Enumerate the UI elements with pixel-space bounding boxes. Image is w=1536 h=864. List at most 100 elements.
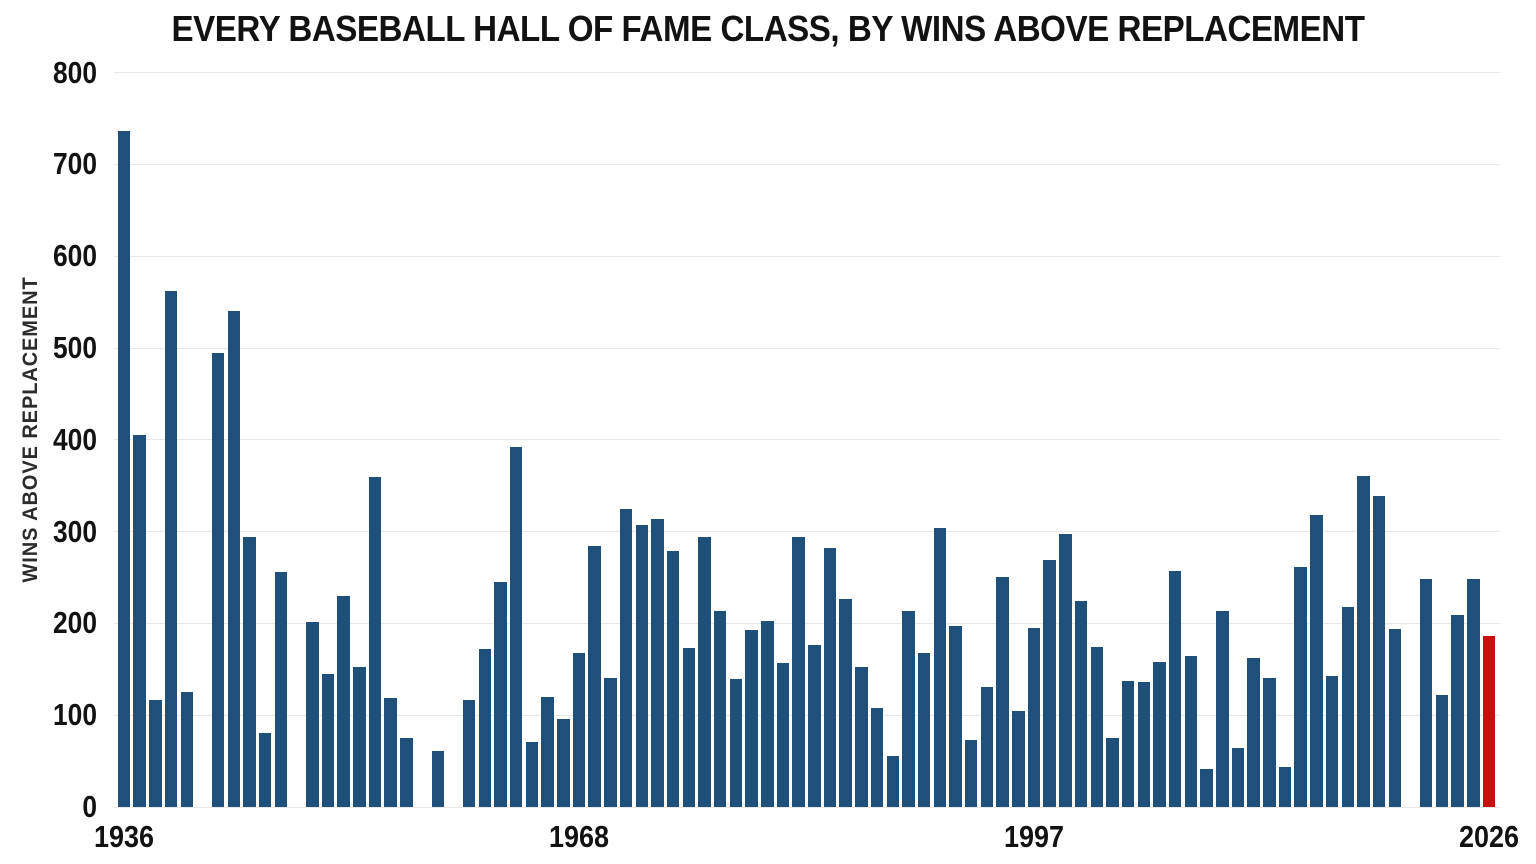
bar-1956: [384, 697, 397, 807]
bar-1983: [808, 644, 821, 807]
y-tick-label-200: 200: [53, 605, 97, 641]
bar-1985: [839, 598, 852, 807]
bar-2015: [1310, 515, 1323, 807]
bar-2023: [1435, 695, 1449, 807]
bar-1966: [541, 696, 554, 807]
y-tick-label-800: 800: [53, 54, 97, 90]
gridline-0: [114, 806, 1500, 808]
y-tick-label-0: 0: [82, 789, 97, 824]
bar-2004: [1137, 682, 1151, 807]
bar-2014: [1294, 567, 1307, 807]
bar-1989: [902, 610, 915, 807]
bar-1937: [133, 435, 146, 807]
gridline-300: [114, 531, 1500, 533]
bar-1996: [1012, 710, 1025, 807]
bar-1979: [745, 629, 758, 807]
bar-2019: [1372, 495, 1386, 807]
bar-2022: [1419, 579, 1433, 807]
bar-1987: [870, 707, 884, 807]
bar-2000: [1074, 601, 1088, 807]
bar-2010: [1231, 748, 1245, 807]
x-tick-label-2026: 2026: [1458, 819, 1520, 854]
bar-1976: [698, 537, 711, 807]
bar-2018: [1357, 475, 1370, 807]
x-tick-label-1968: 1968: [548, 819, 610, 854]
bar-2003: [1121, 681, 1135, 807]
bar-1990: [917, 652, 931, 807]
bar-1948: [258, 732, 272, 807]
bar-1939: [164, 291, 178, 807]
bar-1973: [651, 518, 664, 807]
bar-1953: [337, 595, 350, 807]
bar-2020: [1388, 628, 1402, 807]
bar-1963: [494, 582, 507, 807]
bar-1959: [431, 751, 445, 807]
bar-1981: [776, 662, 790, 807]
bar-1961: [462, 699, 476, 807]
y-tick-label-500: 500: [53, 330, 97, 365]
bar-1946: [227, 311, 241, 807]
gridline-800: [114, 72, 1500, 74]
bar-1957: [400, 738, 413, 807]
chart-title: EVERY BASEBALL HALL OF FAME CLASS, BY WI…: [171, 8, 1365, 49]
bar-1965: [525, 741, 539, 807]
gridline-500: [114, 347, 1500, 349]
y-tick-label-100: 100: [53, 697, 97, 733]
bar-1968: [572, 652, 586, 807]
bar-1999: [1059, 534, 1072, 807]
bar-1964: [509, 447, 523, 807]
gridline-100: [114, 714, 1500, 716]
bar-1975: [682, 648, 696, 807]
bar-1993: [964, 739, 978, 807]
bar-2008: [1200, 769, 1213, 807]
bar-2007: [1184, 656, 1198, 807]
bar-1938: [149, 699, 162, 807]
bar-1955: [368, 477, 382, 807]
bar-1984: [823, 548, 837, 807]
y-tick-label-600: 600: [53, 238, 97, 274]
bar-1997: [1027, 627, 1041, 807]
bar-1936: [117, 131, 131, 807]
bar-1991: [933, 527, 947, 807]
bar-1949: [274, 571, 288, 807]
bar-1992: [949, 626, 962, 807]
bar-2017: [1341, 606, 1355, 807]
bar-1971: [619, 508, 633, 807]
bar-2016: [1325, 675, 1339, 807]
bar-2009: [1216, 610, 1229, 807]
bar-1977: [713, 611, 727, 807]
bar-1967: [557, 718, 570, 807]
x-tick-label-1936: 1936: [93, 819, 155, 854]
bar-1972: [635, 525, 648, 807]
gridline-400: [114, 439, 1500, 441]
bar-1945: [211, 352, 225, 807]
bar-1962: [478, 649, 492, 807]
bar-1947: [243, 537, 256, 807]
y-tick-label-700: 700: [53, 146, 97, 182]
bar-1942: [180, 692, 193, 807]
bar-2012: [1263, 678, 1276, 807]
bar-1988: [886, 755, 900, 807]
bar-1980: [761, 620, 774, 807]
bar-1952: [321, 673, 335, 807]
bar-2002: [1106, 738, 1119, 807]
x-tick-label-1997: 1997: [1003, 819, 1065, 854]
bar-2005: [1153, 661, 1166, 807]
gridline-200: [114, 622, 1500, 624]
bar-1970: [604, 678, 617, 807]
gridline-600: [114, 255, 1500, 257]
bar-1969: [588, 546, 601, 807]
bar-1974: [666, 550, 680, 807]
bar-2024: [1451, 615, 1464, 807]
bar-1998: [1043, 560, 1056, 807]
bar-2025: [1467, 579, 1480, 807]
y-tick-label-300: 300: [53, 513, 97, 549]
bar-2006: [1168, 571, 1182, 807]
bar-1982: [792, 537, 805, 807]
y-tick-label-400: 400: [53, 421, 97, 457]
bar-2013: [1278, 766, 1292, 807]
bar-2026: [1482, 636, 1496, 807]
bar-1994: [980, 686, 994, 807]
bar-1995: [996, 576, 1009, 807]
